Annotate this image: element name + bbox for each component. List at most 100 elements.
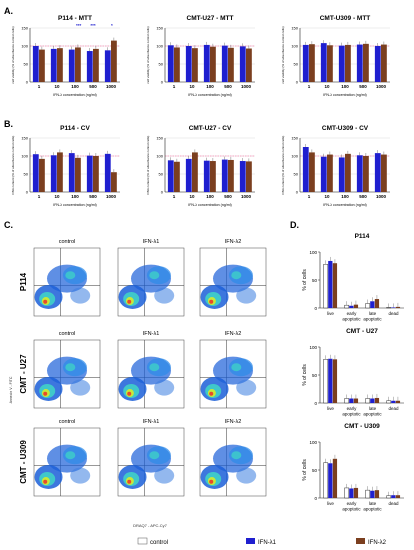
bar (57, 48, 63, 82)
x-tick-label: late (369, 406, 377, 411)
bar (338, 157, 345, 192)
density-blob (236, 467, 257, 484)
bar (167, 45, 174, 82)
x-axis-label: IFN-λ concentration (ng/ml) (323, 93, 367, 97)
chart-6: CMT-U309 - CV DNA content (% of absorbanc… (281, 125, 390, 207)
bar (246, 161, 252, 192)
flow-col-title: IFN-λ2 (225, 239, 242, 245)
x-tick-label: apoptotic (342, 412, 361, 417)
flow-col-title: control (59, 331, 76, 337)
bar (395, 306, 401, 308)
x-tick-label: 100 (206, 84, 214, 89)
chart-title: P114 (355, 233, 370, 240)
y-axis-label: cell viability (% of absorbance control … (11, 26, 15, 83)
density-blob (154, 287, 175, 304)
x-tick-label: 1000 (241, 84, 252, 89)
y-tick-label: 0 (26, 80, 29, 85)
x-tick-label: apoptotic (363, 317, 382, 322)
x-axis-label: IFN-λ concentration (ng/ml) (188, 203, 232, 207)
y-tick-label: 100 (291, 44, 298, 49)
bar (353, 487, 359, 498)
flow-col-title: IFN-λ1 (143, 419, 160, 425)
y-tick-label: 50 (312, 373, 318, 378)
legend-label-ifn-l2: IFN-λ2 (368, 540, 387, 546)
chart-1: P114 - MTT cell viability (% of absorbanc… (11, 15, 120, 97)
bar (365, 489, 371, 499)
x-tick-label: 1000 (241, 194, 252, 199)
bar (32, 154, 39, 192)
bar (309, 152, 315, 192)
bar (374, 153, 381, 192)
y-tick-label: 150 (156, 136, 163, 141)
x-tick-label: early (347, 406, 358, 411)
flow-col-title: control (59, 419, 76, 425)
flow-plot (117, 427, 185, 497)
x-tick-label: 1 (38, 194, 41, 199)
x-tick-label: live (327, 406, 334, 411)
density-blob (231, 451, 242, 460)
flow-cytometry-grid: control control control IFN-λ1 IFN-λ1 IFN-λ1 I… (19, 239, 267, 497)
bar (174, 47, 180, 82)
x-tick-label: live (327, 501, 334, 506)
bar (39, 158, 45, 192)
x-tick-label: 1 (308, 194, 311, 199)
density-blob (149, 363, 160, 372)
density-blob (65, 363, 76, 372)
legend: control IFN-λ1 IFN-λ2 (137, 537, 387, 546)
bar (57, 152, 63, 192)
flow-plot (117, 247, 185, 317)
bar (395, 495, 401, 498)
bar (374, 490, 380, 498)
flow-row-label: CMT - U309 (19, 440, 28, 484)
bar (323, 264, 329, 309)
bar (323, 359, 329, 404)
y-tick-label: 0 (296, 80, 299, 85)
bar (239, 161, 246, 192)
bar (309, 44, 315, 82)
density-blob (70, 287, 91, 304)
bar (327, 45, 333, 82)
bar (344, 398, 350, 404)
density-blob (209, 299, 214, 304)
density-blob (70, 467, 91, 484)
legend-swatch-control (137, 537, 148, 545)
y-tick-label: 0 (161, 80, 164, 85)
density-blob (231, 271, 242, 280)
chart-title: CMT-U27 - CV (189, 125, 232, 132)
y-tick-label: 50 (294, 172, 299, 177)
bar (363, 156, 369, 192)
flow-plot (33, 247, 101, 317)
flow-col-title: IFN-λ2 (225, 331, 242, 337)
panel-letter-d: D. (290, 220, 299, 230)
bar (327, 154, 333, 192)
y-tick-label: 100 (156, 44, 163, 49)
bar (320, 156, 327, 192)
density-blob (231, 363, 242, 372)
bar (386, 495, 392, 499)
y-tick-label: 50 (24, 62, 29, 67)
x-tick-label: 10 (324, 194, 330, 199)
bar (50, 155, 57, 192)
density-blob (209, 479, 214, 484)
x-tick-label: 10 (189, 194, 195, 199)
x-tick-label: dead (388, 311, 399, 316)
bar (221, 45, 228, 82)
bar (93, 48, 99, 82)
significance-marker: *** (90, 23, 96, 28)
bar (349, 488, 354, 498)
bar (185, 46, 192, 82)
bar (349, 398, 354, 403)
x-tick-label: 500 (224, 84, 232, 89)
chart-title: P114 - CV (60, 125, 90, 132)
x-axis-label: IFN-λ concentration (ng/ml) (53, 203, 97, 207)
bar (374, 46, 381, 82)
flow-x-axis-label: DRAQ7 - APC-Cy7 (133, 523, 168, 528)
x-tick-label: 10 (54, 84, 60, 89)
bar (111, 40, 117, 82)
bar (203, 44, 210, 82)
y-axis-label: cell viability (% of absorbance control … (146, 26, 150, 83)
y-tick-label: 50 (159, 172, 164, 177)
